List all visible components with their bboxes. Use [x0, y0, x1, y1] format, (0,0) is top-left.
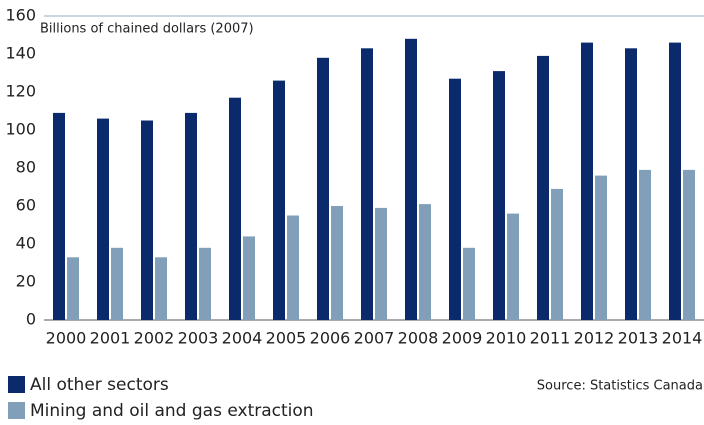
y-tick-label: 40: [16, 234, 36, 253]
x-tick-label: 2004: [222, 329, 263, 348]
bar: [243, 236, 255, 320]
bar: [287, 215, 299, 320]
bar: [331, 206, 343, 320]
bar: [537, 55, 549, 321]
bar: [199, 247, 211, 320]
x-tick-label: 2012: [574, 329, 615, 348]
axis-label: Billions of chained dollars (2007): [40, 22, 254, 37]
x-tick-label: 2010: [486, 329, 527, 348]
bar: [639, 169, 651, 320]
bar: [185, 112, 197, 321]
y-tick-label: 100: [5, 120, 36, 139]
bar: [625, 48, 637, 321]
y-tick-label: 0: [26, 310, 36, 329]
y-tick-label: 120: [5, 82, 36, 101]
bar: [493, 71, 505, 320]
x-tick-label: 2007: [354, 329, 395, 348]
bar: [111, 247, 123, 320]
x-tick-label: 2001: [90, 329, 131, 348]
bar: [551, 188, 563, 320]
bar: [375, 207, 387, 320]
bar: [683, 169, 695, 320]
y-tick-label: 140: [5, 44, 36, 63]
bar: [507, 213, 519, 320]
bar: [97, 118, 109, 320]
bar: [273, 80, 285, 320]
legend-swatch: [8, 376, 25, 393]
bar: [449, 78, 461, 320]
bar: [419, 204, 431, 320]
legend-swatch: [8, 402, 25, 419]
y-tick-label: 80: [16, 158, 36, 177]
bar: [229, 97, 241, 320]
bar: [155, 257, 167, 320]
x-tick-label: 2006: [310, 329, 351, 348]
legend-label: All other sectors: [30, 375, 169, 395]
x-tick-label: 2011: [530, 329, 571, 348]
bar: [53, 112, 65, 321]
x-tick-label: 2003: [178, 329, 219, 348]
x-tick-label: 2013: [618, 329, 659, 348]
y-tick-label: 60: [16, 196, 36, 215]
x-tick-label: 2002: [134, 329, 175, 348]
bar: [581, 42, 593, 320]
x-tick-label: 2014: [662, 329, 703, 348]
bar: [141, 120, 153, 320]
bar: [361, 48, 373, 321]
source: Source: Statistics Canada: [537, 379, 703, 394]
y-tick-label: 20: [16, 272, 36, 291]
bar: [463, 247, 475, 320]
bar: [669, 42, 681, 320]
legend-label: Mining and oil and gas extraction: [30, 401, 314, 421]
bar: [317, 57, 329, 321]
x-tick-label: 2009: [442, 329, 483, 348]
y-tick-label: 160: [5, 6, 36, 25]
bar: [67, 257, 79, 320]
bar: [405, 38, 417, 321]
x-tick-label: 2000: [46, 329, 87, 348]
x-tick-label: 2008: [398, 329, 439, 348]
x-tick-label: 2005: [266, 329, 307, 348]
bar: [595, 175, 607, 320]
